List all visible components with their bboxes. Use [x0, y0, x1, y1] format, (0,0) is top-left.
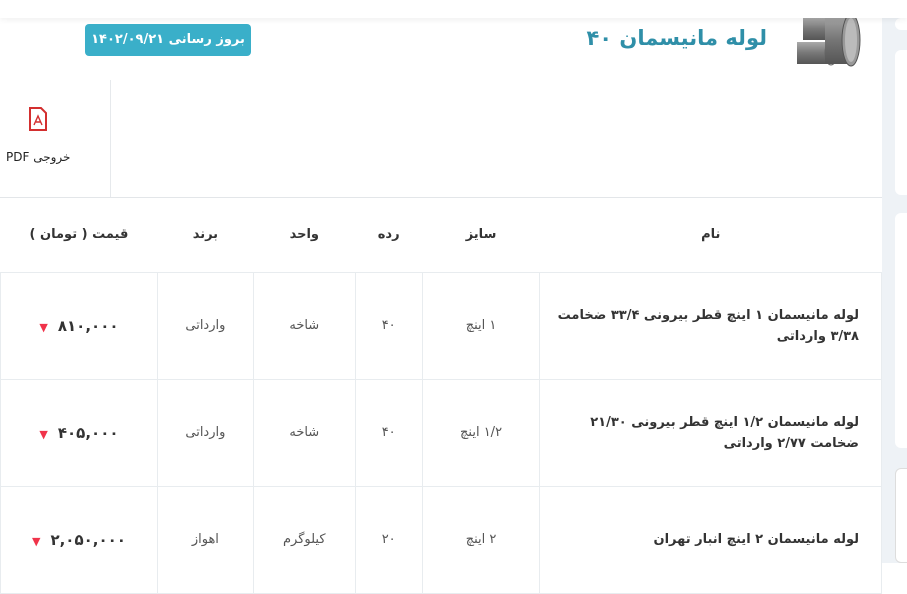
- price-cell: ۲,۰۵۰,۰۰۰ ▼: [0, 485, 158, 594]
- sidebar-card: [895, 50, 907, 195]
- update-date-badge: بروز رسانی ۱۴۰۲/۰۹/۲۱: [85, 24, 251, 56]
- size: ۲ اینچ: [421, 485, 541, 594]
- pdf-icon: [29, 107, 47, 131]
- pipes-product-image: [797, 18, 861, 67]
- divider: [0, 197, 882, 198]
- pdf-export-label: خروجی PDF: [6, 150, 71, 164]
- header-brand: برند: [192, 227, 219, 243]
- product-name[interactable]: لوله مانیسمان ۱/۲ اینچ قطر بیرونی ۲۱/۳۰ …: [539, 378, 882, 487]
- header-grade: رده: [377, 227, 400, 243]
- header-unit: واحد: [289, 227, 319, 243]
- brand: اهواز: [156, 485, 254, 594]
- product-name[interactable]: لوله مانیسمان ۱ اینچ قطر بیرونی ۳۳/۴ ضخا…: [539, 271, 882, 380]
- brand: وارداتی: [156, 378, 254, 487]
- unit: شاخه: [252, 271, 356, 380]
- grade: ۲۰: [354, 485, 423, 594]
- table-row[interactable]: لوله مانیسمان ۱ اینچ قطر بیرونی ۳۳/۴ ضخا…: [0, 271, 882, 380]
- product-name[interactable]: لوله مانیسمان ۲ اینچ انبار تهران: [539, 485, 882, 594]
- price-table: نام سایز رده واحد برند قیمت ( تومان ) لو…: [0, 198, 882, 594]
- table-row[interactable]: لوله مانیسمان ۱/۲ اینچ قطر بیرونی ۲۱/۳۰ …: [0, 378, 882, 487]
- price: ۲,۰۵۰,۰۰۰: [50, 530, 126, 549]
- pdf-export-button[interactable]: خروجی PDF: [0, 80, 111, 197]
- price-down-icon: ▼: [31, 534, 41, 548]
- top-bar: [0, 0, 907, 18]
- price-down-icon: ▼: [39, 320, 48, 334]
- price: ۴۰۵,۰۰۰: [57, 423, 119, 442]
- price: ۸۱۰,۰۰۰: [57, 316, 119, 335]
- header-name: نام: [701, 227, 721, 243]
- unit: کیلوگرم: [252, 485, 356, 594]
- product-panel: لوله مانیسمان ۴۰ بروز رسانی ۱۴۰۲/۰۹/۲۱ خ…: [0, 18, 882, 594]
- grade: ۴۰: [354, 271, 423, 380]
- page-title: لوله مانیسمان ۴۰: [586, 26, 767, 50]
- size: ۱ اینچ: [421, 271, 541, 380]
- unit: شاخه: [252, 378, 356, 487]
- sidebar-card: [895, 18, 907, 30]
- size: ۱/۲ اینچ: [421, 378, 541, 487]
- price-down-icon: ▼: [39, 427, 48, 441]
- price-cell: ۴۰۵,۰۰۰ ▼: [0, 378, 158, 487]
- header-price: قیمت ( تومان ): [29, 227, 129, 243]
- table-header: نام سایز رده واحد برند قیمت ( تومان ): [1, 198, 882, 272]
- grade: ۴۰: [354, 378, 423, 487]
- brand: وارداتی: [156, 271, 254, 380]
- header-size: سایز: [465, 227, 497, 243]
- sidebar-card: [895, 213, 907, 448]
- price-cell: ۸۱۰,۰۰۰ ▼: [0, 271, 158, 380]
- table-row[interactable]: لوله مانیسمان ۲ اینچ انبار تهران ۲ اینچ …: [0, 485, 882, 594]
- sidebar-card: [895, 468, 907, 563]
- sidebar: [882, 18, 907, 563]
